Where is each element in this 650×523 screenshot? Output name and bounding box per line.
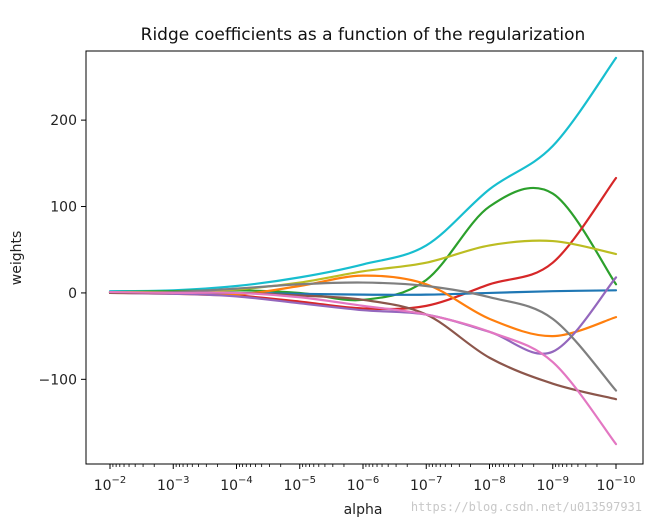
y-axis-label: weights [9,231,25,286]
series-line-7 [108,276,618,355]
y-tick-label: 100 [50,200,77,216]
chart-title: Ridge coefficients as a function of the … [141,25,586,45]
x-tick-label: 10−10 [597,475,636,494]
x-tick-label: 10−3 [157,475,190,494]
axes-frame [85,50,644,465]
x-tick-label: 10−5 [283,475,316,494]
y-tick-label: 0 [68,286,77,302]
y-axis: −100 0 100 200 [39,113,86,388]
series-line-8 [108,281,618,392]
x-axis: 10−2 10−3 10−4 10−5 10−6 10−7 10−8 10−9 10−10 [94,464,636,494]
y-tick-label: −100 [39,372,77,388]
x-tick-label: 10−9 [536,475,569,494]
x-axis-label: alpha [344,502,383,518]
watermark-text: https://blog.csdn.net/u013597931 [411,500,642,514]
x-tick-label: 10−6 [347,475,380,494]
series-layer [108,56,618,446]
x-tick-label: 10−4 [220,475,253,494]
series-line-1 [108,56,618,293]
x-tick-label: 10−7 [410,475,443,494]
x-tick-label: 10−2 [94,475,127,494]
y-tick-label: 200 [50,113,77,129]
plot-lines [108,56,618,446]
series-line-10 [108,290,618,446]
x-tick-label: 10−8 [473,475,506,494]
